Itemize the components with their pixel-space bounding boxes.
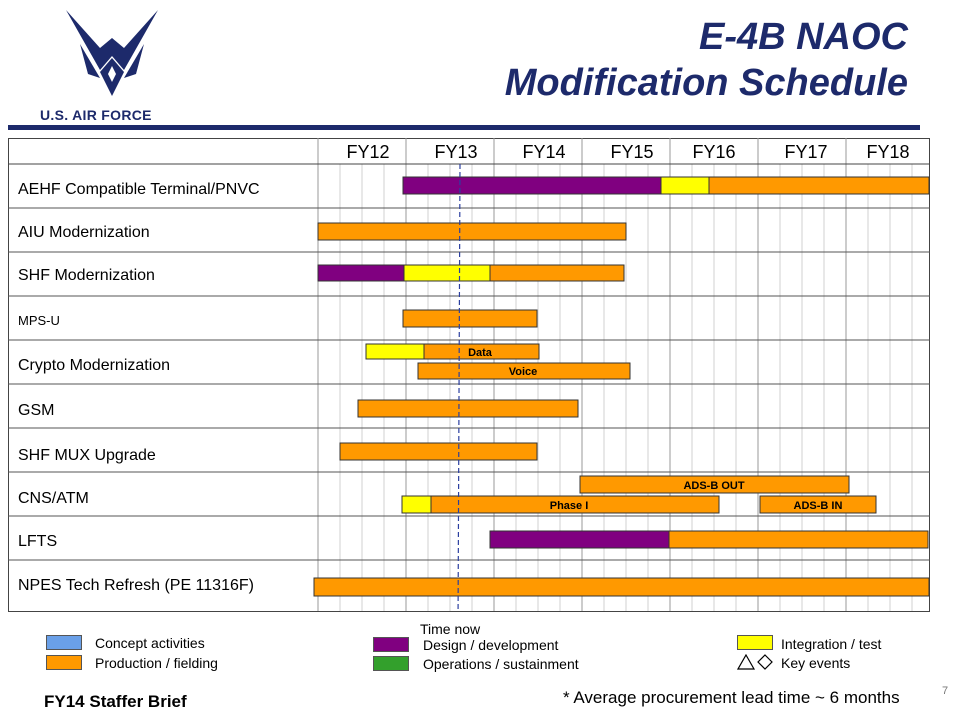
program-name: SHF MUX Upgrade — [18, 447, 156, 464]
program-name: SHF Modernization — [18, 267, 155, 284]
production-label: Production / fielding — [95, 655, 218, 671]
production-bar-voice — [417, 362, 631, 380]
chart-frame — [8, 138, 930, 612]
concept-swatch — [46, 635, 82, 650]
row-separators — [8, 207, 930, 561]
production-bar — [313, 577, 930, 597]
header-rule — [8, 125, 920, 130]
program-name: LFTS — [18, 533, 57, 550]
key-events-label: Key events — [781, 655, 851, 671]
page-subtitle: Modification Schedule — [504, 62, 908, 104]
fy-header: FY15 — [610, 142, 653, 162]
bar-label: ADS-B IN — [794, 500, 843, 512]
production-bar-phase-1 — [430, 495, 720, 514]
production-bar-adsb-out — [579, 475, 850, 494]
production-bar — [317, 222, 627, 241]
program-name: NPES Tech Refresh (PE 11316F) — [18, 577, 254, 594]
production-bar — [339, 442, 538, 461]
page-number: 7 — [942, 685, 949, 697]
time-now-line — [457, 163, 461, 612]
fy-header: FY13 — [434, 142, 477, 162]
key-events-icon — [737, 654, 773, 670]
design-bar — [489, 530, 670, 549]
production-bar — [357, 399, 579, 418]
production-bar — [708, 176, 930, 195]
integration-bar — [660, 176, 710, 195]
page-title: E-4B NAOC — [698, 16, 908, 58]
program-name: GSM — [18, 402, 54, 419]
production-bar — [668, 530, 929, 549]
design-label: Design / development — [423, 637, 559, 653]
integration-label: Integration / test — [781, 636, 882, 652]
fy-header: FY12 — [346, 142, 389, 162]
integration-bar — [365, 343, 425, 360]
concept-label: Concept activities — [95, 635, 205, 651]
bar-label: Data — [468, 347, 493, 359]
logo-text: U.S. AIR FORCE — [40, 107, 152, 123]
program-name: CNS/ATM — [18, 490, 89, 507]
operations-swatch — [373, 656, 409, 671]
fy-header: FY18 — [866, 142, 909, 162]
design-bar — [317, 264, 405, 282]
design-swatch — [373, 637, 409, 652]
footer-note: * Average procurement lead time ~ 6 mont… — [563, 688, 900, 707]
production-bar — [402, 309, 538, 328]
fy-header: FY17 — [784, 142, 827, 162]
program-name: MPS-U — [18, 313, 60, 328]
bar-label: Voice — [509, 366, 538, 378]
footer-brief: FY14 Staffer Brief — [44, 692, 187, 711]
program-name: AIU Modernization — [18, 224, 150, 241]
production-swatch — [46, 655, 82, 670]
production-bar-data — [423, 343, 540, 360]
production-bar-adsb-in — [759, 495, 877, 514]
air-force-logo — [66, 10, 158, 96]
program-name: AEHF Compatible Terminal/PNVC — [18, 181, 260, 198]
fy-header: FY16 — [692, 142, 735, 162]
integration-bar — [401, 495, 432, 514]
integration-swatch — [737, 635, 773, 650]
integration-bar — [403, 264, 491, 282]
production-bar — [489, 264, 625, 282]
design-bar — [402, 176, 662, 195]
bar-label: ADS-B OUT — [683, 480, 744, 492]
fy-header: FY14 — [522, 142, 565, 162]
bar-label: Phase I — [550, 500, 589, 512]
program-name: Crypto Modernization — [18, 357, 170, 374]
operations-label: Operations / sustainment — [423, 656, 579, 672]
schedule-chart: FY12 FY13 FY14 FY15 FY16 FY17 FY18 AEHF … — [8, 138, 930, 612]
time-now-label: Time now — [420, 621, 481, 637]
